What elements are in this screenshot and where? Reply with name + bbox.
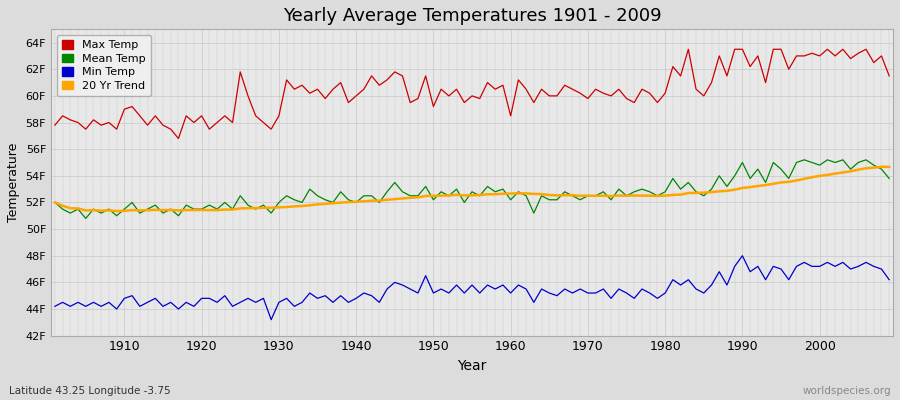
Text: Latitude 43.25 Longitude -3.75: Latitude 43.25 Longitude -3.75 (9, 386, 171, 396)
X-axis label: Year: Year (457, 359, 487, 373)
Y-axis label: Temperature: Temperature (7, 143, 20, 222)
Text: worldspecies.org: worldspecies.org (803, 386, 891, 396)
Title: Yearly Average Temperatures 1901 - 2009: Yearly Average Temperatures 1901 - 2009 (283, 7, 662, 25)
Legend: Max Temp, Mean Temp, Min Temp, 20 Yr Trend: Max Temp, Mean Temp, Min Temp, 20 Yr Tre… (57, 35, 151, 96)
